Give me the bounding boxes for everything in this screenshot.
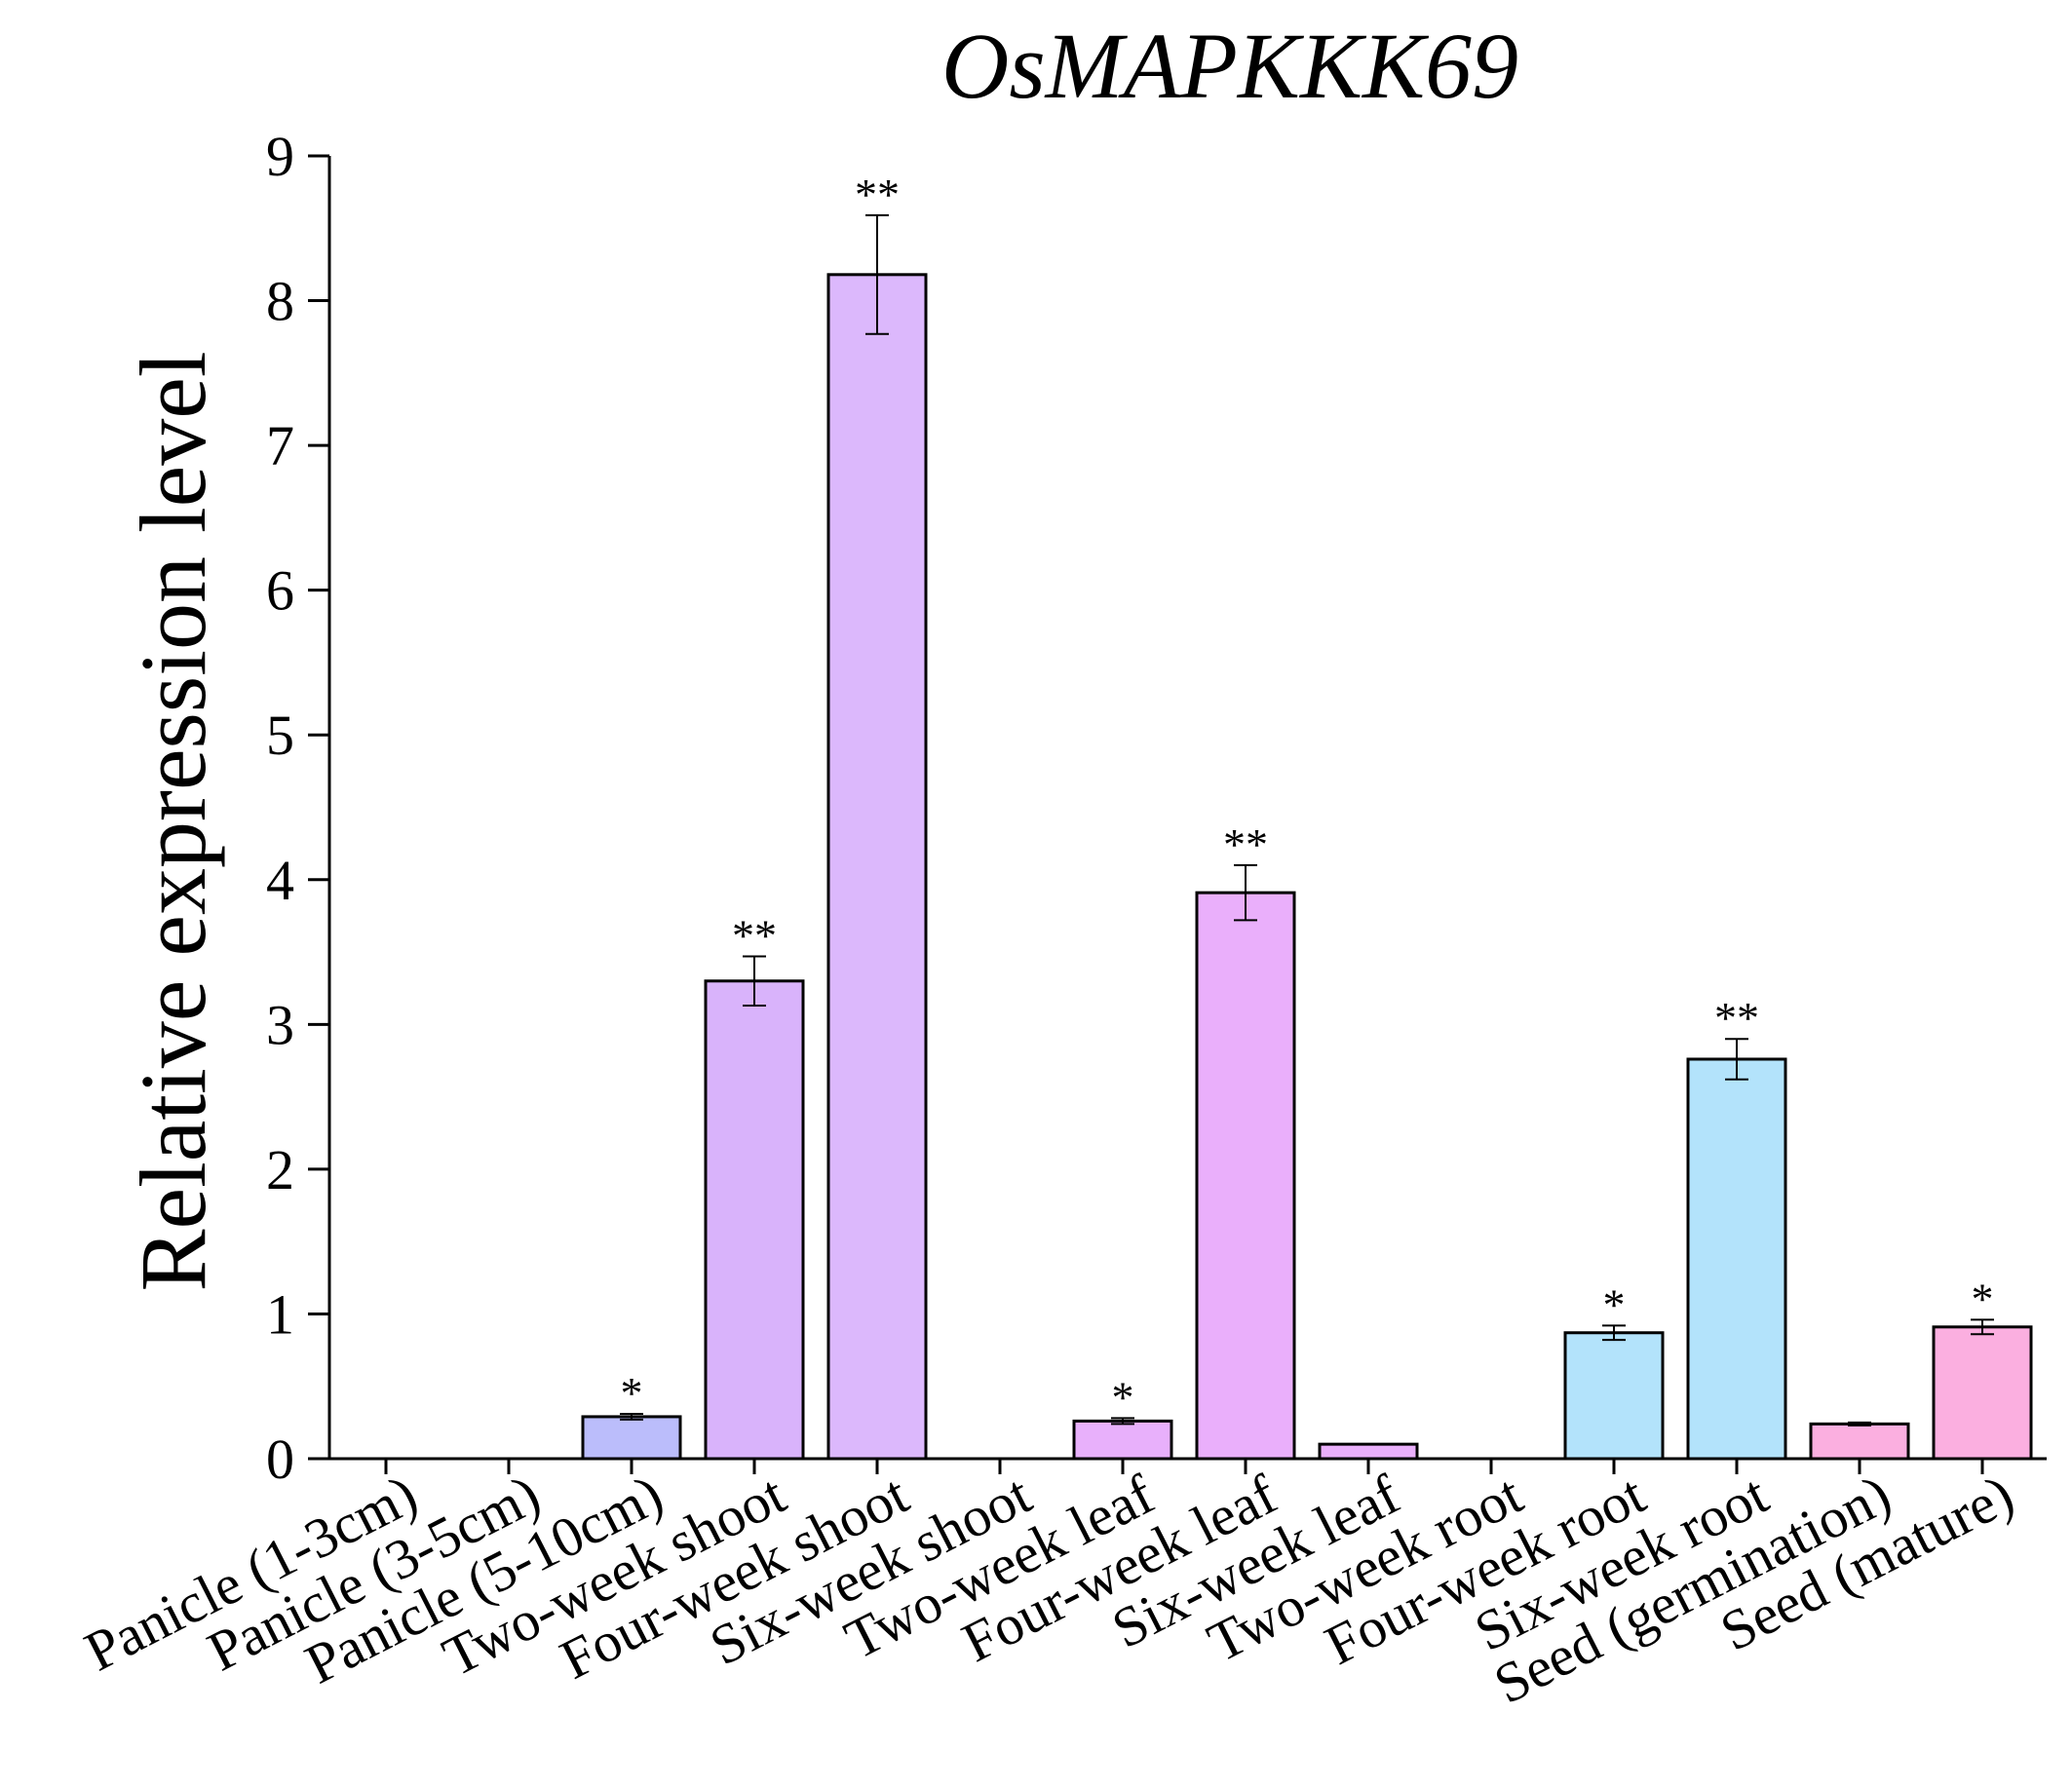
bar (1686, 1057, 1787, 1461)
significance-label: ** (732, 911, 777, 961)
significance-label: * (1112, 1372, 1134, 1422)
significance-label: ** (855, 170, 900, 219)
bar (1072, 1419, 1173, 1461)
y-tick-label: 0 (266, 1427, 294, 1491)
y-tick-label: 2 (266, 1138, 294, 1201)
significance-label: * (1972, 1274, 1994, 1323)
bar (704, 979, 805, 1461)
y-axis: 0 1 2 3 4 5 6 7 8 9 (266, 125, 331, 1491)
y-tick-label: 8 (266, 270, 294, 333)
y-tick-label: 9 (266, 125, 294, 188)
significance-label: ** (1714, 993, 1759, 1043)
y-tick-label: 3 (266, 993, 294, 1056)
x-axis (329, 1457, 2047, 1474)
x-tick-labels: Panicle (1-3cm)Panicle (3-5cm)Panicle (5… (75, 1462, 2023, 1716)
bar (1195, 891, 1296, 1461)
chart-title: OsMAPKKK69 (941, 14, 1518, 118)
bar (1563, 1331, 1665, 1461)
significance-label: ** (1223, 819, 1268, 869)
y-tick-label: 4 (266, 849, 294, 912)
y-tick-label: 6 (266, 559, 294, 623)
bar (581, 1415, 682, 1461)
y-tick-label: 7 (266, 414, 294, 477)
y-axis-label: Relative expression level (121, 351, 225, 1291)
bar (826, 273, 928, 1461)
bar (1932, 1325, 2033, 1461)
significance-label: * (621, 1368, 643, 1418)
significance-labels: ************ (621, 170, 1994, 1422)
bar (1809, 1422, 1910, 1461)
y-tick-label: 5 (266, 704, 294, 767)
significance-label: * (1603, 1279, 1626, 1329)
bar (1318, 1442, 1419, 1461)
y-tick-label: 1 (266, 1282, 294, 1346)
error-bars (620, 213, 1994, 1427)
bars (581, 273, 2033, 1461)
